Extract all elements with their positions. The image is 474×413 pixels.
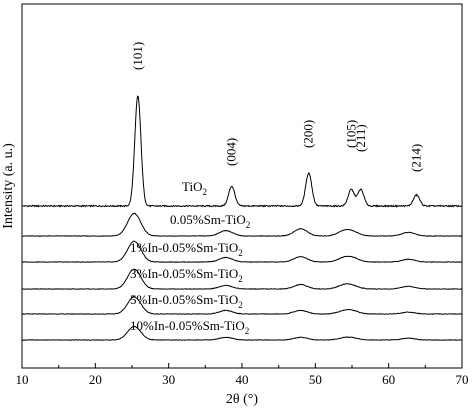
- peak-annotation-4: (211): [353, 124, 368, 152]
- series-label-3: 3%In-0.05%Sm-TiO2: [130, 266, 243, 284]
- axes: 10 20 30 40 50 60 70: [16, 3, 469, 387]
- traces: [21, 95, 463, 341]
- series-line-5: [21, 325, 463, 341]
- x-tick-label-20: 20: [89, 372, 102, 387]
- x-axis-label: 2θ (°): [226, 392, 258, 407]
- x-tick-label-70: 70: [456, 372, 469, 387]
- series-line-4: [21, 296, 463, 315]
- series-line-0: [21, 95, 463, 208]
- y-axis-label: Intensity (a. u.): [1, 143, 16, 229]
- peak-annotation-3: (105): [343, 120, 358, 148]
- x-tick-label-50: 50: [309, 372, 322, 387]
- series-label-0: TiO2: [182, 179, 207, 197]
- series-line-2: [21, 240, 463, 263]
- series-label-4: 5%In-0.05%Sm-TiO2: [130, 292, 243, 310]
- series-label-5: 10%In-0.05%Sm-TiO2: [130, 318, 249, 336]
- x-tick-label-40: 40: [236, 372, 249, 387]
- peak-annotation-2: (200): [301, 120, 316, 148]
- peak-annotation-5: (214): [409, 144, 424, 172]
- series-line-3: [21, 268, 463, 290]
- series-label-1: 0.05%Sm-TiO2: [170, 212, 250, 230]
- x-tick-label-30: 30: [162, 372, 175, 387]
- peak-annotation-0: (101): [130, 42, 145, 70]
- series-label-2: 1%In-0.05%Sm-TiO2: [130, 240, 243, 258]
- peak-annotations: (101) (004) (200) (105)(211) (214): [130, 42, 424, 172]
- x-tick-label-60: 60: [382, 372, 395, 387]
- series-line-1: [21, 212, 463, 237]
- x-tick-label-10: 10: [16, 372, 29, 387]
- peak-annotation-1: (004): [224, 138, 239, 166]
- series-labels: TiO2 0.05%Sm-TiO2 1%In-0.05%Sm-TiO2 3%In-0.…: [130, 179, 250, 336]
